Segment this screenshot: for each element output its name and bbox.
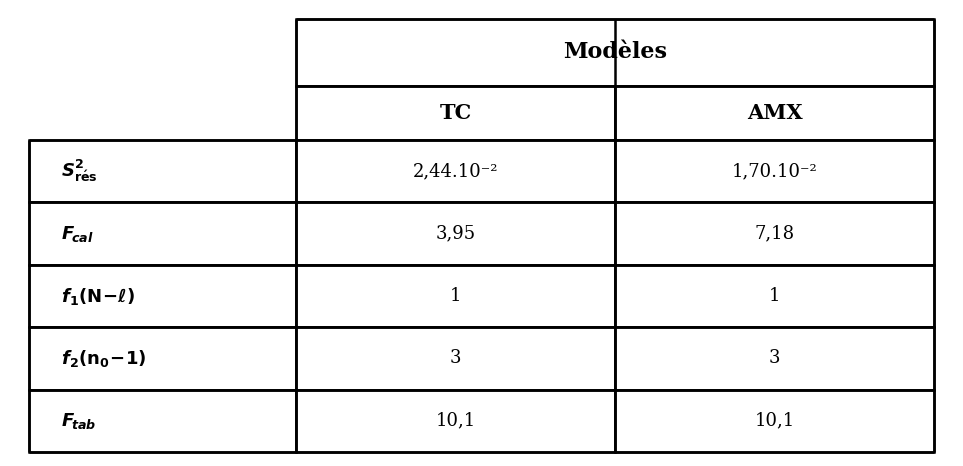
Bar (296, 202, 615, 265)
Bar (29, 202, 296, 265)
Text: TC: TC (439, 103, 472, 123)
Text: 10,1: 10,1 (435, 412, 476, 430)
Bar (296, 140, 615, 202)
Text: AMX: AMX (746, 103, 802, 123)
Text: 1: 1 (450, 287, 461, 305)
Bar (29, 140, 296, 202)
Bar (29, 327, 296, 390)
Text: 1: 1 (768, 287, 780, 305)
Text: $\boldsymbol{f}_{\mathbf{1}}\mathbf{(N\!-\!\ell)}$: $\boldsymbol{f}_{\mathbf{1}}\mathbf{(N\!… (61, 286, 135, 307)
Text: $\boldsymbol{F}_{\!\boldsymbol{cal}}$: $\boldsymbol{F}_{\!\boldsymbol{cal}}$ (61, 224, 93, 244)
Text: 1,70.10⁻²: 1,70.10⁻² (732, 162, 818, 180)
Bar (615, 202, 934, 265)
Text: $\boldsymbol{F}_{\!\boldsymbol{tab}}$: $\boldsymbol{F}_{\!\boldsymbol{tab}}$ (61, 411, 96, 431)
Bar (615, 327, 934, 390)
Text: 3: 3 (768, 350, 780, 367)
Bar (29, 390, 296, 452)
Text: Modèles: Modèles (563, 41, 667, 63)
Text: 3,95: 3,95 (435, 225, 476, 243)
Bar (296, 327, 615, 390)
Text: 3: 3 (450, 350, 461, 367)
Text: 10,1: 10,1 (754, 412, 794, 430)
Bar (615, 140, 934, 202)
Text: 7,18: 7,18 (754, 225, 794, 243)
Bar (29, 265, 296, 327)
Bar (615, 390, 934, 452)
Bar (296, 86, 615, 140)
Text: $\boldsymbol{f}_{\mathbf{2}}\mathbf{(n_0\!-\!1)}$: $\boldsymbol{f}_{\mathbf{2}}\mathbf{(n_0… (61, 348, 146, 369)
Bar (296, 265, 615, 327)
Bar (296, 390, 615, 452)
Bar (296, 19, 934, 86)
Bar (615, 86, 934, 140)
Text: 2,44.10⁻²: 2,44.10⁻² (413, 162, 498, 180)
Text: $\boldsymbol{S}^{\mathbf{2}}_{\mathbf{r\acute{e}s}}$: $\boldsymbol{S}^{\mathbf{2}}_{\mathbf{r\… (61, 158, 97, 185)
Bar (615, 265, 934, 327)
